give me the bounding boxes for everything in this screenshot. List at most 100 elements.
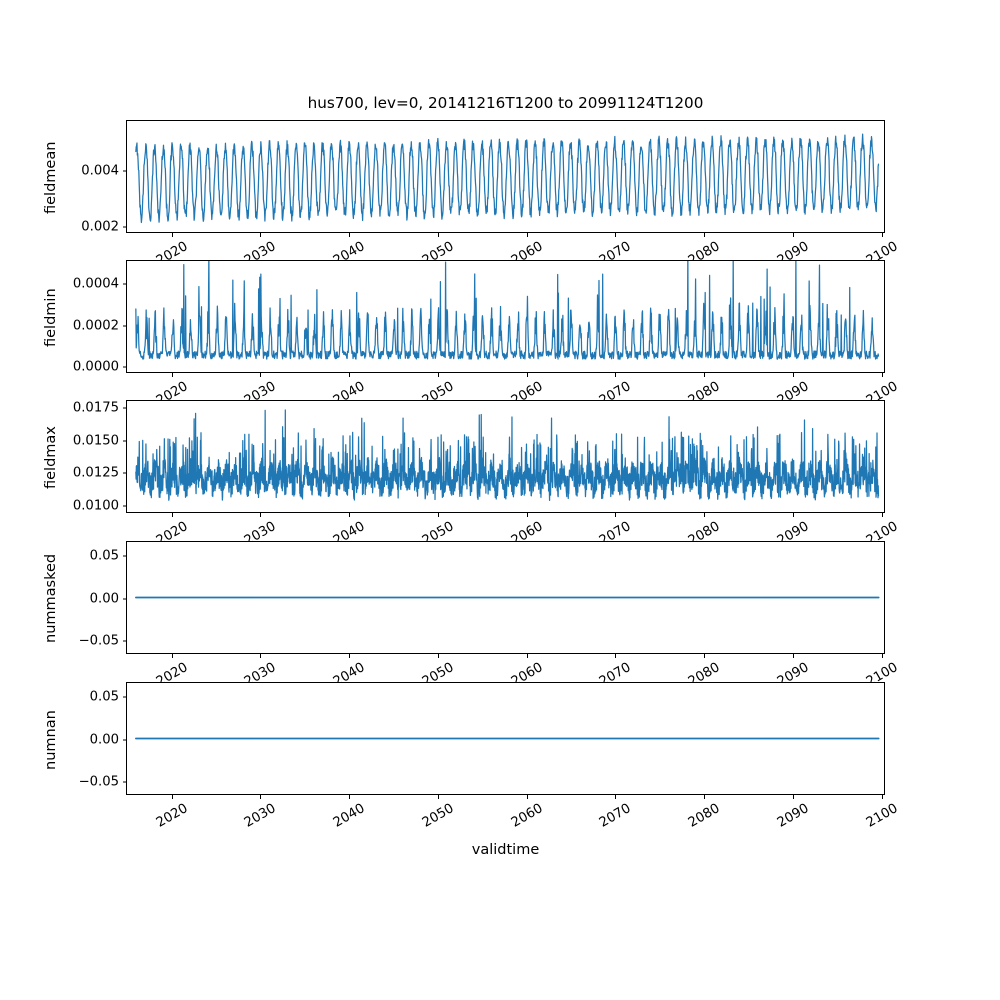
subplot-fieldmean: 0.002 0.004 fieldmean 2020 2030 2040 2050 2060 2… [43,120,900,269]
series-line-fieldmin [127,261,884,372]
y-tick-mark [122,440,127,442]
y-tick-label: 0.0000 [72,359,119,375]
plot-area-fieldmax [127,401,884,512]
x-tick-label: 2020 [153,801,191,831]
figure-title: hus700, lev=0, 20141216T1200 to 20991124… [307,94,704,112]
x-tick-label: 2100 [863,801,901,831]
x-tick-mark [171,232,173,237]
x-tick-mark [792,794,794,799]
plot-area-fieldmin [127,261,884,372]
y-tick-label: 0.0125 [72,465,119,481]
x-tick-mark [526,512,528,517]
x-tick-mark [881,653,883,658]
x-tick-mark [792,653,794,658]
y-tick-label: 0.05 [89,689,119,705]
x-tick-mark [171,794,173,799]
y-tick-label: 0.05 [89,548,119,564]
x-tick-mark [704,653,706,658]
x-tick-mark [704,794,706,799]
series-line-fieldmax [127,401,884,512]
y-tick-label: 0.002 [81,219,119,235]
y-tick-label: 0.0100 [72,498,119,514]
x-tick-label: 2030 [242,801,279,831]
x-tick-mark [704,372,706,377]
x-tick-mark [437,232,439,237]
x-tick-mark [615,653,617,658]
series-line-nummasked [127,542,884,653]
y-tick-label: 0.0004 [72,276,119,292]
x-tick-mark [881,512,883,517]
x-tick-label: 2070 [597,801,634,831]
x-tick-mark [615,232,617,237]
x-tick-mark [881,794,883,799]
plot-area-numnan [127,683,884,794]
x-tick-mark [349,232,351,237]
y-tick-mark [122,505,127,507]
y-tick-label: 0.0150 [72,433,119,449]
x-tick-mark [526,794,528,799]
x-tick-mark [349,372,351,377]
x-tick-mark [437,653,439,658]
x-tick-mark [792,512,794,517]
x-tick-mark [881,232,883,237]
x-tick-mark [526,232,528,237]
x-tick-mark [349,794,351,799]
x-tick-label: 2090 [774,801,812,831]
y-tick-label: 0.0002 [72,318,119,333]
x-tick-mark [437,512,439,517]
x-tick-mark [349,512,351,517]
y-axis-label: fieldmean [43,141,59,214]
y-tick-mark [122,640,127,642]
y-tick-mark [122,170,127,172]
x-tick-label: 2060 [508,801,546,831]
x-tick-mark [260,372,262,377]
y-tick-label: 0.0175 [72,400,119,416]
x-tick-mark [526,372,528,377]
series-line-numnan [127,683,884,794]
y-tick-label: −0.05 [78,774,119,790]
x-tick-mark [260,512,262,517]
y-tick-mark [122,407,127,409]
x-tick-mark [437,372,439,377]
x-tick-mark [171,653,173,658]
y-tick-label: −0.05 [78,633,119,649]
x-tick-mark [171,512,173,517]
y-tick-mark [122,226,127,228]
x-tick-mark [260,653,262,658]
y-tick-mark [122,555,127,557]
x-tick-label: 2080 [686,801,723,831]
y-tick-mark [122,366,127,368]
subplot-nummasked: −0.05 0.00 0.05 nummasked 2020 2030 2040 2050 20… [43,541,900,690]
y-axis-label: numnan [43,709,59,770]
x-tick-mark [526,653,528,658]
y-axis-label: fieldmax [43,426,59,489]
x-tick-mark [171,372,173,377]
y-tick-mark [122,598,127,599]
y-tick-mark [122,781,127,783]
x-tick-mark [349,653,351,658]
x-tick-label: 2050 [419,801,457,831]
y-tick-label: 0.00 [89,732,119,747]
plot-area-nummasked [127,542,884,653]
x-tick-mark [260,232,262,237]
x-tick-mark [260,794,262,799]
y-tick-mark [122,325,127,326]
y-tick-mark [122,739,127,740]
subplot-numnan: −0.05 0.00 0.05 numnan 2020 2030 2040 2050 2060 2… [43,682,900,831]
y-tick-label: 0.00 [89,591,119,606]
x-tick-mark [792,372,794,377]
x-tick-mark [704,512,706,517]
x-tick-mark [704,232,706,237]
x-tick-mark [792,232,794,237]
y-tick-mark [122,472,127,474]
x-axis-label: validtime [471,842,540,858]
x-tick-mark [881,372,883,377]
y-axis-label: fieldmin [43,288,59,347]
x-tick-label: 2040 [331,801,368,831]
y-tick-mark [122,283,127,285]
subplot-fieldmin: 0.0000 0.0002 0.0004 fieldmin 2020 2030 2040 20… [43,260,900,409]
x-tick-mark [615,512,617,517]
y-tick-mark [122,696,127,698]
y-axis-label: nummasked [43,553,59,643]
x-tick-mark [437,794,439,799]
